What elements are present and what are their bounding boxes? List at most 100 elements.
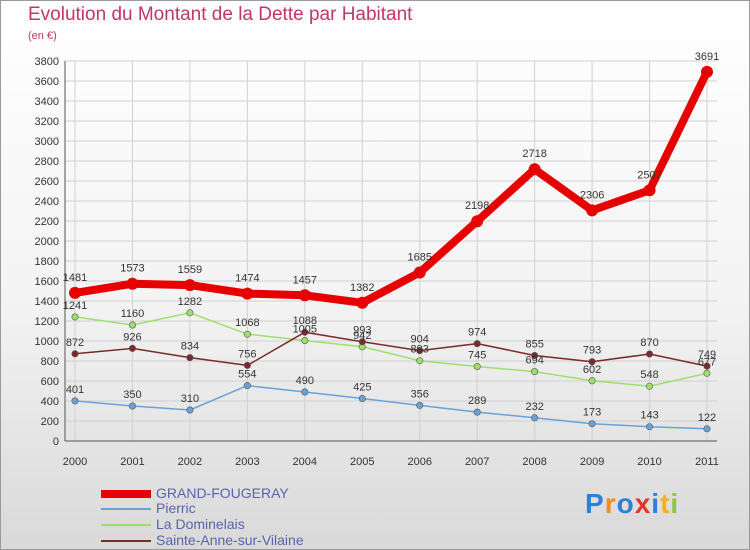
y-tick-label: 2600 xyxy=(35,176,59,188)
data-point-2 xyxy=(416,357,424,365)
data-point-1 xyxy=(473,408,481,416)
data-point-1 xyxy=(71,397,79,405)
series-line-3 xyxy=(74,331,708,367)
legend-label-la-dominelais: La Dominelais xyxy=(156,516,245,532)
data-label: 974 xyxy=(468,327,486,339)
data-label: 1573 xyxy=(120,263,144,275)
data-point-3 xyxy=(186,354,194,362)
data-point-2 xyxy=(71,313,79,321)
data-label: 942 xyxy=(353,330,371,342)
data-label: 401 xyxy=(66,384,84,396)
data-label: 834 xyxy=(181,341,199,353)
data-label: 993 xyxy=(353,325,371,337)
data-label: 1457 xyxy=(293,274,317,286)
data-point-3 xyxy=(301,328,309,336)
data-point-2 xyxy=(531,368,539,376)
y-tick-label: 2800 xyxy=(35,156,59,168)
data-label: 2718 xyxy=(522,148,546,160)
y-tick-label: 3800 xyxy=(35,56,59,68)
data-label: 1481 xyxy=(63,272,87,284)
data-point-0 xyxy=(586,204,599,217)
data-point-2 xyxy=(128,321,136,329)
data-point-0 xyxy=(413,266,426,279)
data-label: 554 xyxy=(238,369,256,381)
legend-label-pierric: Pierric xyxy=(156,500,196,516)
data-point-3 xyxy=(588,358,596,366)
data-point-0 xyxy=(643,184,656,197)
logo-letter: r xyxy=(604,488,617,519)
data-label: 793 xyxy=(583,345,601,357)
data-label: 694 xyxy=(525,355,543,367)
data-point-0 xyxy=(126,277,139,290)
data-point-0 xyxy=(298,289,311,302)
data-point-3 xyxy=(243,361,251,369)
data-label: 803 xyxy=(411,344,429,356)
data-label: 1559 xyxy=(178,264,202,276)
data-point-3 xyxy=(646,350,654,358)
x-tick-label: 2002 xyxy=(178,456,202,468)
legend-swatch-sainte-anne-sur-vilaine xyxy=(101,540,151,542)
data-label: 1160 xyxy=(121,308,145,320)
y-tick-label: 1400 xyxy=(35,296,59,308)
data-label: 1474 xyxy=(235,273,259,285)
data-label: 1282 xyxy=(178,296,202,308)
data-label: 745 xyxy=(468,350,486,362)
data-point-2 xyxy=(243,330,251,338)
data-point-1 xyxy=(646,423,654,431)
data-point-0 xyxy=(356,296,369,309)
data-label: 122 xyxy=(698,412,716,424)
y-tick-label: 3400 xyxy=(35,96,59,108)
data-label: 1068 xyxy=(235,317,259,329)
data-label: 1088 xyxy=(293,315,317,327)
legend-label-grand-fougeray: GRAND-FOUGERAY xyxy=(156,485,289,501)
x-tick-label: 2008 xyxy=(522,456,546,468)
x-tick-label: 2009 xyxy=(580,456,604,468)
data-label: 173 xyxy=(583,407,601,419)
logo-letter: P xyxy=(585,488,605,519)
x-tick-label: 2001 xyxy=(120,456,144,468)
x-tick-label: 2005 xyxy=(350,456,374,468)
data-label: 756 xyxy=(238,348,256,360)
x-tick-label: 2011 xyxy=(695,456,719,468)
data-label: 232 xyxy=(525,401,543,413)
data-point-0 xyxy=(701,65,713,78)
data-label: 2198 xyxy=(465,200,489,212)
logo-letter: t xyxy=(660,488,671,519)
series-line-2 xyxy=(74,312,708,387)
data-point-0 xyxy=(528,163,541,176)
data-point-2 xyxy=(588,377,596,385)
data-label: 855 xyxy=(525,339,543,351)
data-label: 548 xyxy=(640,369,658,381)
y-tick-label: 1200 xyxy=(35,316,59,328)
data-point-1 xyxy=(358,394,366,402)
data-point-2 xyxy=(646,382,654,390)
data-label: 350 xyxy=(123,389,141,401)
data-label: 1241 xyxy=(63,300,87,312)
x-tick-label: 2003 xyxy=(235,456,259,468)
data-label: 356 xyxy=(411,388,429,400)
data-point-3 xyxy=(416,347,424,355)
data-point-0 xyxy=(183,279,196,292)
legend-swatch-grand-fougeray xyxy=(101,490,151,498)
data-point-0 xyxy=(241,287,254,300)
y-tick-label: 3200 xyxy=(35,116,59,128)
data-label: 904 xyxy=(411,334,429,346)
data-point-1 xyxy=(128,402,136,410)
data-label: 1005 xyxy=(293,324,317,336)
data-point-2 xyxy=(473,362,481,370)
data-point-1 xyxy=(301,388,309,396)
proxiti-logo: Proxiti xyxy=(585,488,679,520)
x-tick-label: 2004 xyxy=(293,456,317,468)
x-tick-label: 2000 xyxy=(63,456,87,468)
data-point-1 xyxy=(588,420,596,428)
data-point-2 xyxy=(186,309,194,317)
y-tick-label: 600 xyxy=(41,376,59,388)
data-point-3 xyxy=(531,351,539,359)
data-label: 425 xyxy=(353,382,371,394)
logo-letter: o xyxy=(616,488,635,519)
data-point-3 xyxy=(128,344,136,352)
data-point-1 xyxy=(243,382,251,390)
y-tick-label: 2400 xyxy=(35,196,59,208)
